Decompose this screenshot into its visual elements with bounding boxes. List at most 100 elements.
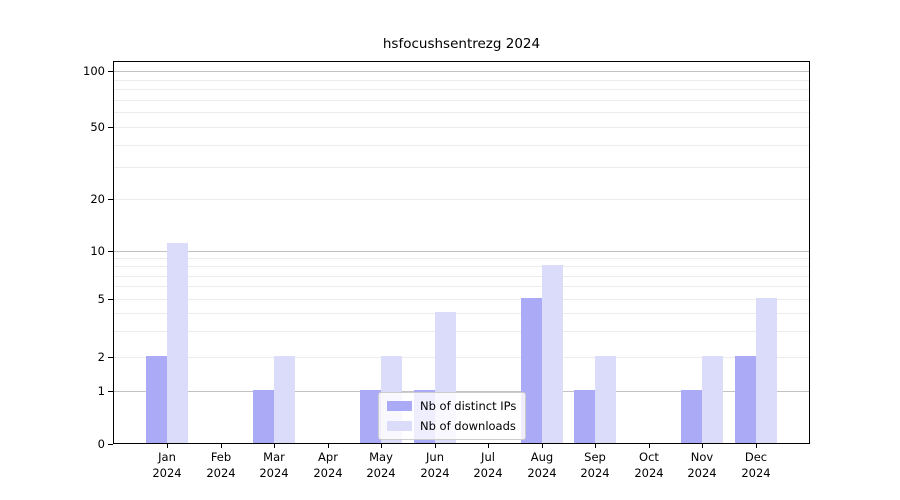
x-tick-month: Nov xyxy=(690,450,714,464)
x-tick-mark xyxy=(167,444,168,448)
legend-label-distinct-ips: Nb of distinct IPs xyxy=(420,399,517,413)
y-tick-label: 0 xyxy=(97,437,105,451)
x-tick-month: Jan xyxy=(158,450,176,464)
minor-gridline xyxy=(114,145,809,146)
bar-distinct-ips xyxy=(360,390,381,443)
bar-distinct-ips xyxy=(146,356,167,443)
minor-gridline xyxy=(114,167,809,168)
x-tick-month: May xyxy=(369,450,393,464)
bar-downloads xyxy=(756,298,777,443)
x-tick-year: 2024 xyxy=(527,465,557,480)
minor-gridline xyxy=(114,112,809,113)
x-tick-mark xyxy=(649,444,650,448)
x-tick-label: Dec 2024 xyxy=(726,450,786,481)
minor-gridline xyxy=(114,127,809,128)
minor-gridline xyxy=(114,276,809,277)
y-tick-mark xyxy=(108,199,113,200)
x-tick-label: Feb 2024 xyxy=(191,450,251,481)
x-tick-month: Oct xyxy=(639,450,659,464)
y-tick-mark xyxy=(108,71,113,72)
minor-gridline xyxy=(114,331,809,332)
y-tick-mark xyxy=(108,357,113,358)
minor-gridline xyxy=(114,199,809,200)
x-tick-mark xyxy=(756,444,757,448)
x-tick-label: Jun 2024 xyxy=(405,450,465,481)
bar-downloads xyxy=(702,356,723,443)
x-tick-year: 2024 xyxy=(741,465,771,480)
x-tick-month: Feb xyxy=(210,450,232,464)
x-tick-mark xyxy=(595,444,596,448)
major-gridline xyxy=(114,391,809,392)
minor-gridline xyxy=(114,357,809,358)
major-gridline xyxy=(114,71,809,72)
x-tick-mark xyxy=(435,444,436,448)
legend: Nb of distinct IPs Nb of downloads xyxy=(378,392,527,440)
y-tick-label: 20 xyxy=(90,192,105,206)
y-tick-label: 2 xyxy=(97,350,105,364)
x-tick-month: Jul xyxy=(481,450,495,464)
y-tick-label: 1 xyxy=(97,384,105,398)
x-tick-month: Sep xyxy=(584,450,606,464)
x-tick-label: Mar 2024 xyxy=(244,450,304,481)
minor-gridline xyxy=(114,89,809,90)
x-tick-year: 2024 xyxy=(634,465,664,480)
bar-distinct-ips xyxy=(521,298,542,443)
x-tick-mark xyxy=(488,444,489,448)
bar-downloads xyxy=(167,243,188,443)
x-tick-mark xyxy=(542,444,543,448)
y-tick-label: 100 xyxy=(83,64,105,78)
x-tick-year: 2024 xyxy=(206,465,236,480)
major-gridline xyxy=(114,251,809,252)
x-tick-mark xyxy=(274,444,275,448)
x-tick-month: Mar xyxy=(263,450,285,464)
x-tick-label: Oct 2024 xyxy=(619,450,679,481)
x-tick-label: Apr 2024 xyxy=(298,450,358,481)
x-tick-mark xyxy=(381,444,382,448)
x-tick-year: 2024 xyxy=(313,465,343,480)
x-tick-label: May 2024 xyxy=(351,450,411,481)
legend-label-downloads: Nb of downloads xyxy=(420,419,516,433)
legend-swatch-distinct-ips xyxy=(387,401,412,411)
x-tick-label: Nov 2024 xyxy=(672,450,732,481)
plot-area: Nb of distinct IPs Nb of downloads xyxy=(113,61,810,444)
y-tick-mark xyxy=(108,127,113,128)
bar-downloads xyxy=(595,356,616,443)
x-tick-mark xyxy=(702,444,703,448)
x-tick-month: Dec xyxy=(744,450,768,464)
x-tick-label: Jul 2024 xyxy=(458,450,518,481)
y-tick-label: 50 xyxy=(90,120,105,134)
x-tick-label: Aug 2024 xyxy=(512,450,572,481)
x-tick-month: Jun xyxy=(426,450,444,464)
x-tick-mark xyxy=(221,444,222,448)
minor-gridline xyxy=(114,313,809,314)
y-tick-mark xyxy=(108,299,113,300)
bar-distinct-ips xyxy=(253,390,274,443)
x-tick-month: Apr xyxy=(318,450,338,464)
x-tick-year: 2024 xyxy=(687,465,717,480)
y-tick-mark xyxy=(108,391,113,392)
x-tick-year: 2024 xyxy=(259,465,289,480)
y-tick-label: 10 xyxy=(90,244,105,258)
y-tick-mark xyxy=(108,444,113,445)
minor-gridline xyxy=(114,266,809,267)
chart-title: hsfocushsentrezg 2024 xyxy=(382,36,541,52)
x-tick-year: 2024 xyxy=(580,465,610,480)
legend-item-downloads: Nb of downloads xyxy=(387,419,516,433)
y-tick-mark xyxy=(108,251,113,252)
x-tick-label: Sep 2024 xyxy=(565,450,625,481)
minor-gridline xyxy=(114,286,809,287)
legend-item-distinct-ips: Nb of distinct IPs xyxy=(387,399,516,413)
minor-gridline xyxy=(114,258,809,259)
legend-swatch-downloads xyxy=(387,421,412,431)
x-tick-year: 2024 xyxy=(420,465,450,480)
bar-downloads xyxy=(274,356,295,443)
x-tick-year: 2024 xyxy=(366,465,396,480)
bar-distinct-ips xyxy=(735,356,756,443)
bar-distinct-ips xyxy=(574,390,595,443)
x-tick-mark xyxy=(328,444,329,448)
x-tick-label: Jan 2024 xyxy=(137,450,197,481)
minor-gridline xyxy=(114,100,809,101)
x-tick-year: 2024 xyxy=(152,465,182,480)
x-tick-year: 2024 xyxy=(473,465,503,480)
